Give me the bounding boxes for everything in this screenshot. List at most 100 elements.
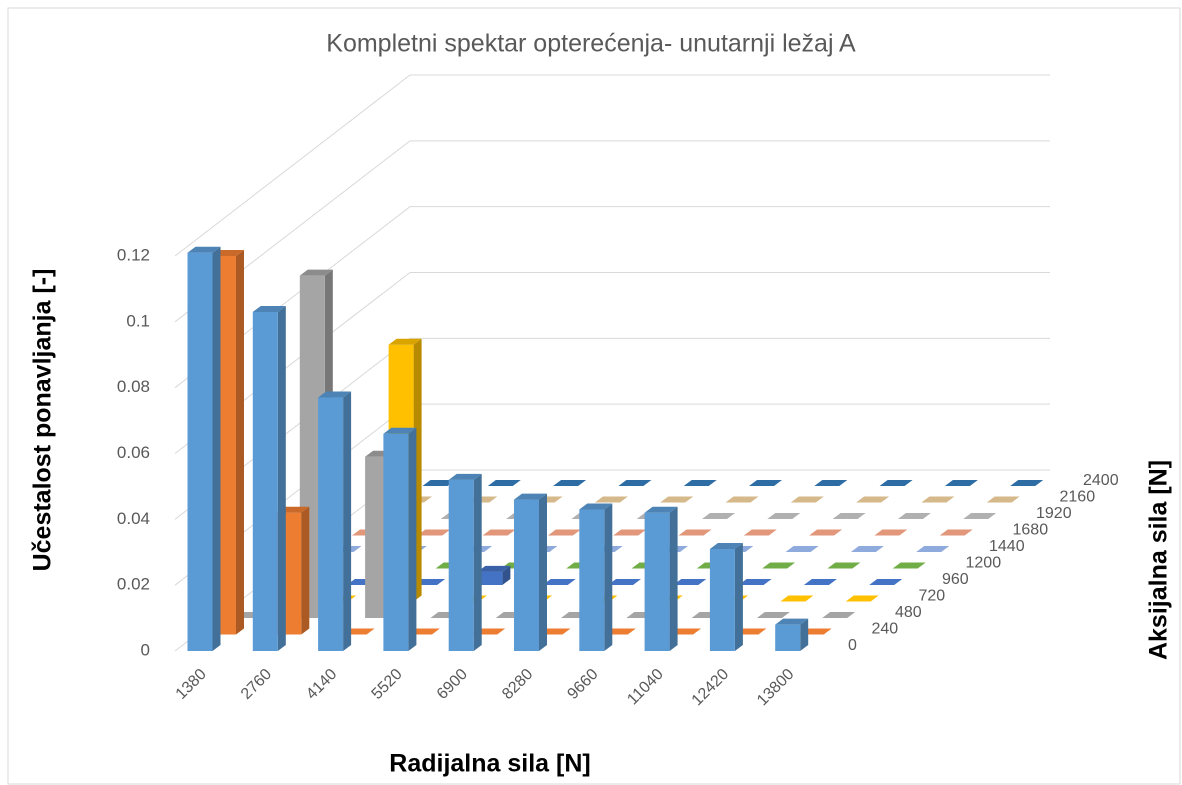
bar [803,579,837,585]
bar-top [542,579,576,585]
bar-top [683,480,717,486]
bar-top [388,338,422,345]
bar [276,506,310,635]
bar-side [502,565,511,585]
bar [252,305,286,651]
bar-top [803,579,837,585]
bar-top [963,513,997,519]
bar [832,513,866,519]
bar [874,529,908,536]
bar [897,513,931,519]
bar-top [448,473,482,480]
bar-front [448,479,474,651]
bar [487,480,521,486]
y-tick-label: 0.04 [117,509,150,528]
x-tick-label: 4140 [303,666,340,703]
bar [916,546,950,552]
bar-top [939,529,973,536]
bar-top [874,529,908,536]
bar [762,562,796,569]
bar [608,579,641,585]
bar-side [277,305,286,651]
bar [187,246,221,652]
bar-top [514,493,547,500]
bar-top [986,496,1020,503]
bar [856,496,890,503]
bar-top [762,562,796,569]
bar [318,391,352,651]
bar-side [343,391,352,651]
bar-top [738,579,772,585]
bar [702,513,735,519]
bar [767,513,801,519]
bar [709,542,743,651]
bar-top [678,529,712,536]
z-tick-label: 1440 [989,538,1025,555]
bar [448,473,482,651]
bar-top [702,513,735,519]
bar-top [756,612,790,618]
z-tick-label: 480 [895,604,922,621]
bar [738,579,772,585]
x-tick-label: 2760 [238,666,275,703]
z-tick-label: 0 [848,637,857,654]
z-tick-label: 1680 [1013,522,1049,539]
bar [482,529,516,536]
bar-front [514,499,539,651]
bar-top [814,480,848,486]
bar-top [897,513,931,519]
y-tick-label: 0.08 [117,377,150,396]
y-tick-label: 0.12 [117,245,150,264]
bar [939,529,973,536]
y-tick-label: 0.06 [117,443,150,462]
bars [187,246,1044,652]
bar [827,562,861,569]
bar-front [644,512,670,651]
bar-front [252,311,278,651]
x-tick-label: 8280 [499,666,536,703]
bar-front [477,571,503,585]
bar [892,562,926,569]
bar-top [832,513,866,519]
bar [547,529,581,536]
bar-side [669,506,678,651]
bar-side [800,618,809,651]
bar [644,506,678,651]
bar [542,579,576,585]
bar-top [892,562,926,569]
z-tick-label: 2400 [1083,472,1119,489]
bar-top [553,480,587,486]
bar-top [879,480,913,486]
bar [422,480,456,486]
bar [814,480,848,486]
bar-top [790,496,824,503]
bar-top [850,546,884,552]
bar-top [785,546,819,552]
bar-top [613,529,647,536]
bar [673,579,707,585]
bar-top [660,496,694,503]
bar [579,503,613,651]
bar-top [845,595,879,602]
bar-front [318,397,344,651]
bar-top [482,529,516,536]
bar-top [618,480,652,486]
bar [850,546,884,552]
bar [678,529,712,536]
y-tick-label: 0.02 [117,575,150,594]
bar-front [187,252,213,652]
grid-line [174,74,1050,257]
bar-top [187,246,221,253]
bar-top [422,480,456,486]
bar [477,565,511,585]
bar-top [547,529,581,536]
bar [822,612,856,618]
bar-top [827,562,861,569]
bar-top [809,529,843,536]
x-tick-label: 9660 [564,666,601,703]
bar-top [594,496,628,503]
bar [986,496,1020,503]
x-tick-label: 12420 [689,666,733,710]
bar-top [775,618,809,625]
bar-side [212,246,221,652]
